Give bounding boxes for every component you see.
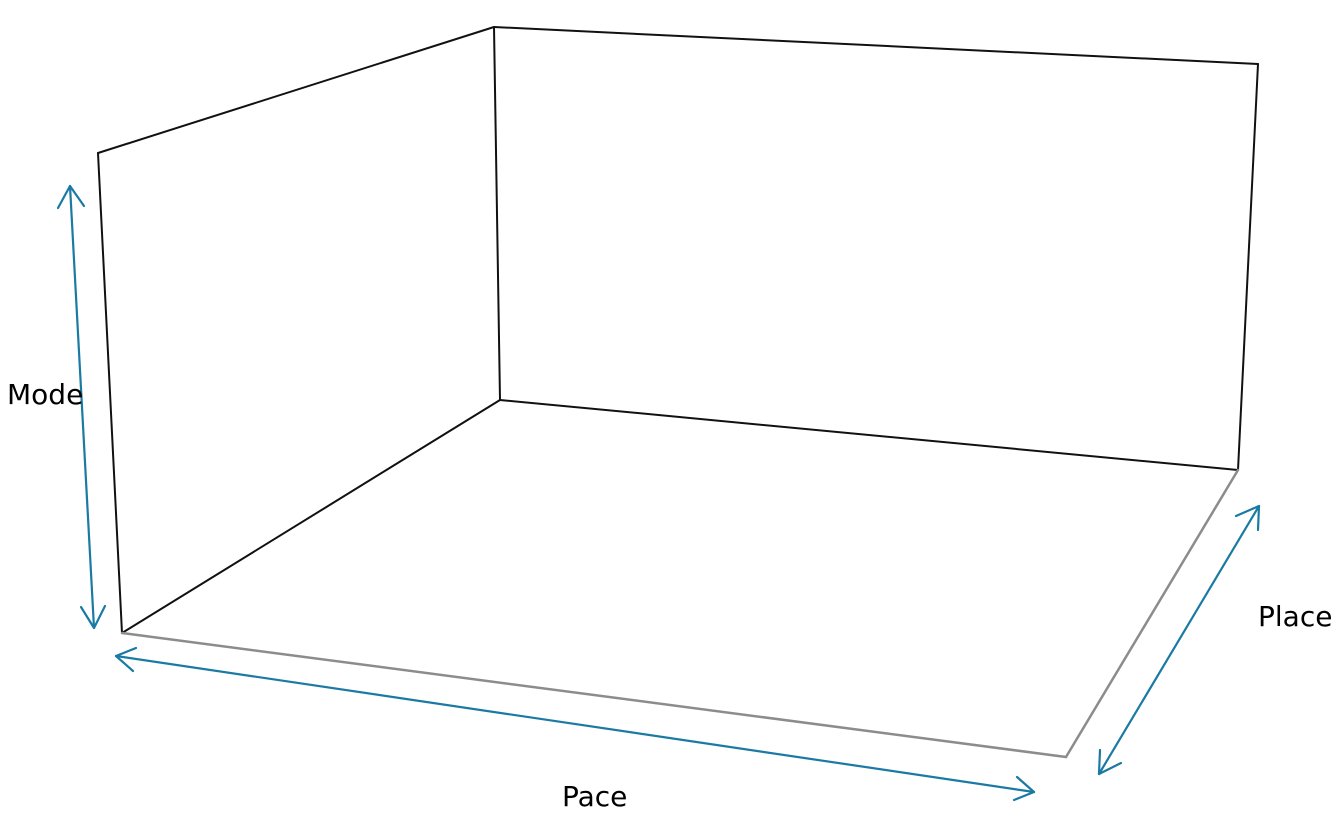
pace-arrow-head-left <box>114 646 138 673</box>
pace-arrow-head-right <box>1012 775 1036 802</box>
floor-back-edge <box>499 399 1239 471</box>
left-wall-top-edge <box>97 26 495 154</box>
back-corner-vertical <box>493 26 501 401</box>
place-axis-arrow <box>1097 504 1261 776</box>
mode-arrow-head-bottom <box>79 604 107 630</box>
place-axis-label: Place <box>1258 600 1332 633</box>
back-wall-right-vertical <box>1237 63 1259 471</box>
floor-right-edge <box>1064 468 1240 759</box>
back-walls <box>97 26 1259 634</box>
mode-arrow-head-top <box>56 184 86 210</box>
pace-axis-label: Pace <box>562 780 627 813</box>
back-wall-top-edge <box>493 26 1259 65</box>
mode-arrow-shaft <box>68 184 96 630</box>
pace-axis-arrow <box>114 646 1036 802</box>
mode-axis-label: Mode <box>7 378 83 411</box>
floor-left-back-edge <box>121 399 501 634</box>
mode-axis-arrow <box>56 184 107 630</box>
floor-front-edge <box>120 631 1068 759</box>
left-wall-front-vertical <box>97 152 123 634</box>
place-arrow-head-top <box>1234 504 1261 532</box>
place-arrow-head-bottom <box>1097 748 1123 776</box>
pace-arrow-shaft <box>114 654 1036 794</box>
floor-front-edges <box>120 468 1240 759</box>
place-arrow-shaft <box>1097 504 1261 776</box>
